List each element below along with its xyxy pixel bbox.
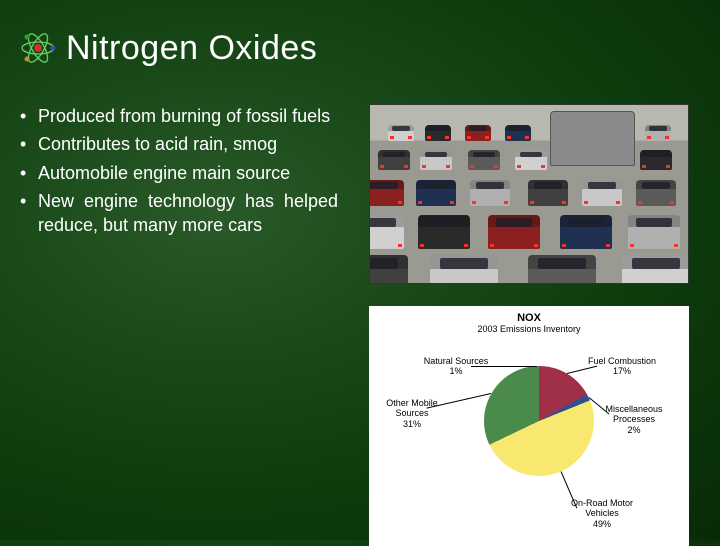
content-row: Produced from burning of fossil fuels Co… — [0, 68, 720, 546]
bullet-item: Automobile engine main source — [18, 161, 338, 185]
title-row: Nitrogen Oxides — [0, 0, 720, 68]
atom-icon — [18, 28, 58, 68]
truck — [550, 111, 635, 166]
bullet-list: Produced from burning of fossil fuels Co… — [18, 104, 338, 546]
bullet-item: Contributes to acid rain, smog — [18, 132, 338, 156]
chart-slice-label: Other Mobile Sources31% — [372, 398, 452, 429]
pie — [484, 366, 594, 476]
pie-area: Natural Sources1%Fuel Combustion17%Misce… — [369, 338, 689, 546]
slide-title: Nitrogen Oxides — [66, 29, 317, 68]
leader-line — [471, 366, 537, 367]
traffic-photo — [369, 104, 689, 284]
bullet-item: New engine technology has helped reduce,… — [18, 189, 338, 238]
bullet-item: Produced from burning of fossil fuels — [18, 104, 338, 128]
chart-title: NOX — [517, 312, 541, 324]
nox-pie-chart: NOX 2003 Emissions Inventory Natural Sou… — [369, 306, 689, 546]
chart-subtitle: 2003 Emissions Inventory — [477, 324, 580, 334]
chart-slice-label: Miscellaneous Processes2% — [594, 404, 674, 435]
right-column: NOX 2003 Emissions Inventory Natural Sou… — [356, 104, 702, 546]
slide: Nitrogen Oxides Produced from burning of… — [0, 0, 720, 540]
